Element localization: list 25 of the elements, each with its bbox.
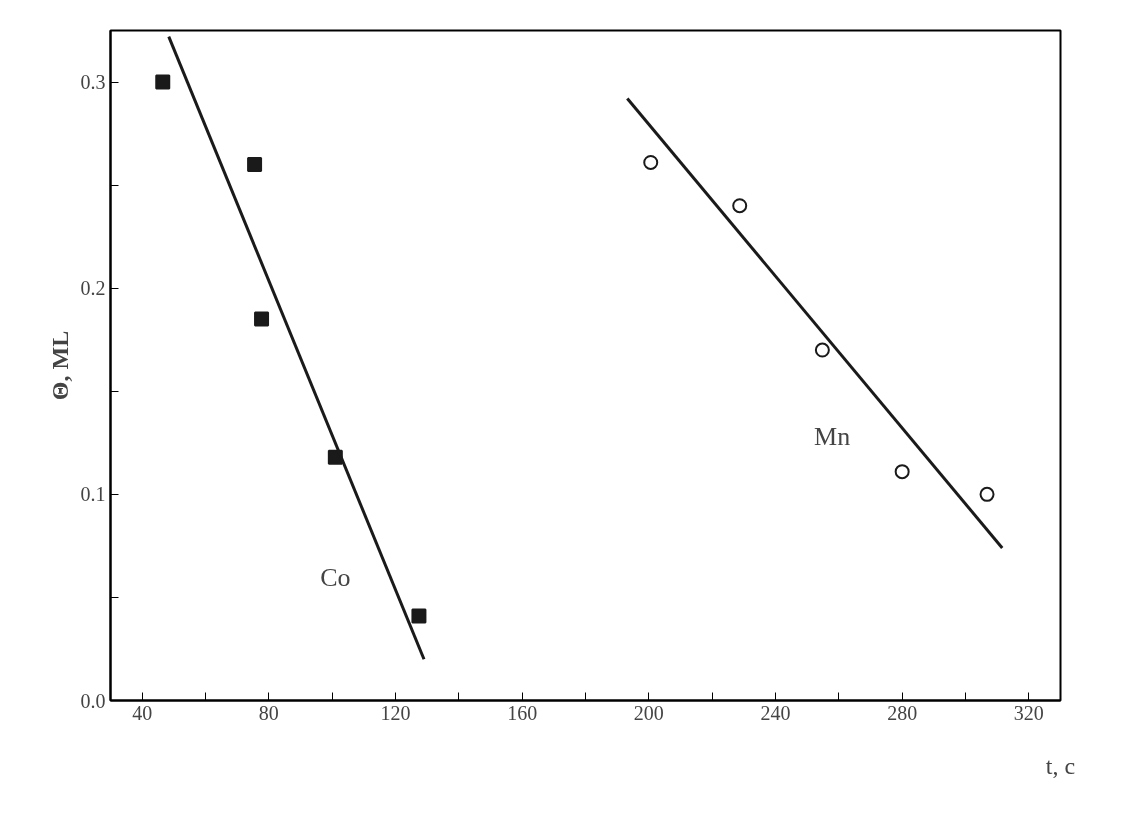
x-tick-label: 240 [760, 701, 791, 724]
x-tick-label: 320 [1013, 701, 1044, 724]
point [411, 608, 427, 624]
point [814, 342, 830, 358]
y-tick-label: 0.1 [80, 483, 106, 506]
y-tick-label: 0.3 [80, 71, 106, 94]
point [732, 198, 748, 214]
x-tick-label: 280 [887, 701, 918, 724]
point [894, 464, 910, 480]
series-label: Mn [814, 422, 851, 452]
x-tick-label: 40 [132, 701, 153, 724]
x-tick-label: 80 [258, 701, 279, 724]
x-tick-label: 120 [380, 701, 411, 724]
point [254, 311, 270, 327]
point [643, 154, 659, 170]
point [979, 486, 995, 502]
x-axis-title: t, c [1045, 752, 1076, 779]
text: Co [320, 562, 351, 592]
point [247, 157, 263, 172]
x-tick-label: 200 [633, 701, 664, 724]
x-tick-label: 160 [507, 701, 538, 724]
y-tick-label: 0.0 [80, 689, 106, 712]
point [155, 74, 171, 90]
y-axis-title: Θ, ML [46, 330, 73, 401]
y-tick-label: 0.2 [80, 277, 106, 300]
